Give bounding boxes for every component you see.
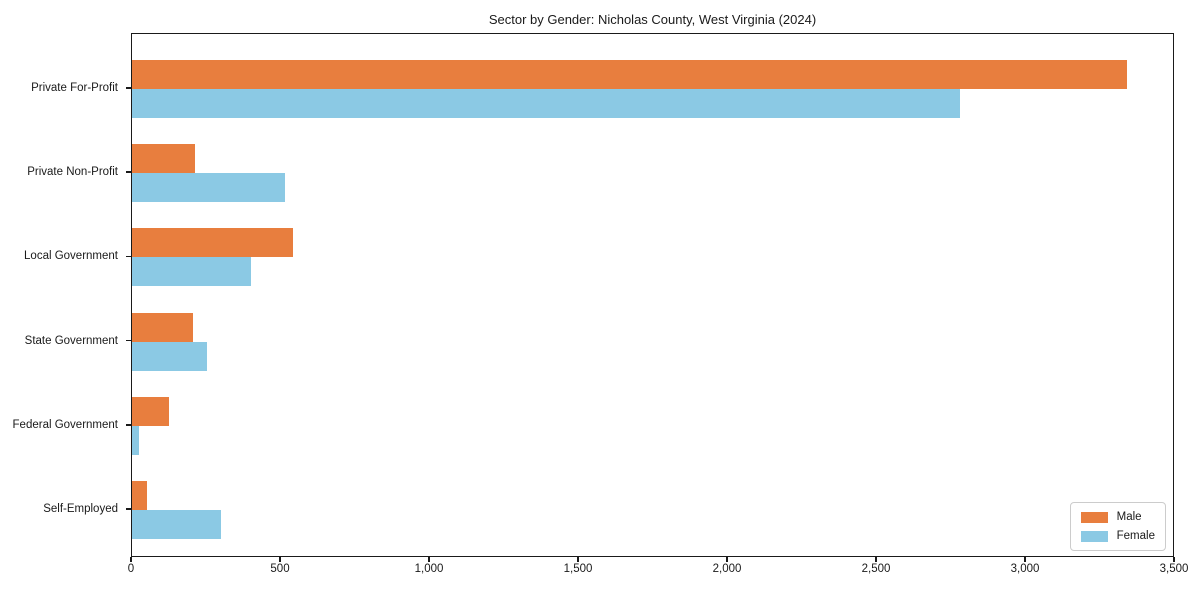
x-tick-label-1,500: 1,500 xyxy=(563,563,593,575)
y-tick-private-for-profit xyxy=(126,87,131,89)
bar-male-local-government xyxy=(132,228,293,258)
x-tick-label-500: 500 xyxy=(270,563,290,575)
y-tick-label-state-government: State Government xyxy=(24,334,118,347)
plot-area: Male Female xyxy=(131,33,1174,557)
x-tick-3,000 xyxy=(1024,557,1026,562)
chart-title: Sector by Gender: Nicholas County, West … xyxy=(488,12,817,27)
bar-female-state-government xyxy=(132,341,207,371)
legend-entry-male: Male xyxy=(1080,511,1155,523)
bar-male-state-government xyxy=(132,312,194,342)
male-swatch xyxy=(1080,511,1108,523)
x-tick-label-3,500: 3,500 xyxy=(1159,563,1189,575)
y-tick-label-local-government: Local Government xyxy=(24,250,118,263)
x-tick-label-3,000: 3,000 xyxy=(1010,563,1040,575)
legend-label-male: Male xyxy=(1116,511,1142,523)
bar-female-private-for-profit xyxy=(132,89,961,118)
bar-male-self-employed xyxy=(132,481,147,510)
bar-female-federal-government xyxy=(132,425,140,455)
legend-entry-female: Female xyxy=(1080,530,1155,542)
x-tick-label-1,000: 1,000 xyxy=(414,563,444,575)
y-tick-private-non-profit xyxy=(126,171,131,173)
bar-male-private-non-profit xyxy=(132,144,195,174)
x-tick-label-2,500: 2,500 xyxy=(861,563,891,575)
bar-female-private-non-profit xyxy=(132,173,286,203)
x-tick-1,000 xyxy=(428,557,430,562)
x-tick-0 xyxy=(130,557,132,562)
y-tick-local-government xyxy=(126,255,131,258)
bar-male-federal-government xyxy=(132,396,170,426)
x-tick-label-2,000: 2,000 xyxy=(712,563,742,575)
female-swatch xyxy=(1080,530,1108,542)
y-tick-label-federal-government: Federal Government xyxy=(12,418,118,431)
x-tick-500 xyxy=(279,557,281,562)
y-tick-label-self-employed: Self-Employed xyxy=(43,503,118,515)
x-tick-2,500 xyxy=(875,557,877,562)
x-tick-3,500 xyxy=(1173,557,1175,562)
bar-female-self-employed xyxy=(132,510,222,539)
y-tick-label-private-for-profit: Private For-Profit xyxy=(31,82,118,94)
x-tick-1,500 xyxy=(577,557,579,562)
x-tick-label-0: 0 xyxy=(127,563,135,575)
legend: Male Female xyxy=(1069,502,1166,551)
legend-label-female: Female xyxy=(1116,530,1155,542)
bar-male-private-for-profit xyxy=(132,60,1128,89)
y-tick-label-private-non-profit: Private Non-Profit xyxy=(27,166,118,179)
y-tick-state-government xyxy=(126,339,131,342)
bar-female-local-government xyxy=(132,257,252,287)
y-tick-federal-government xyxy=(126,424,131,426)
y-tick-self-employed xyxy=(126,508,131,510)
x-tick-2,000 xyxy=(726,557,728,562)
